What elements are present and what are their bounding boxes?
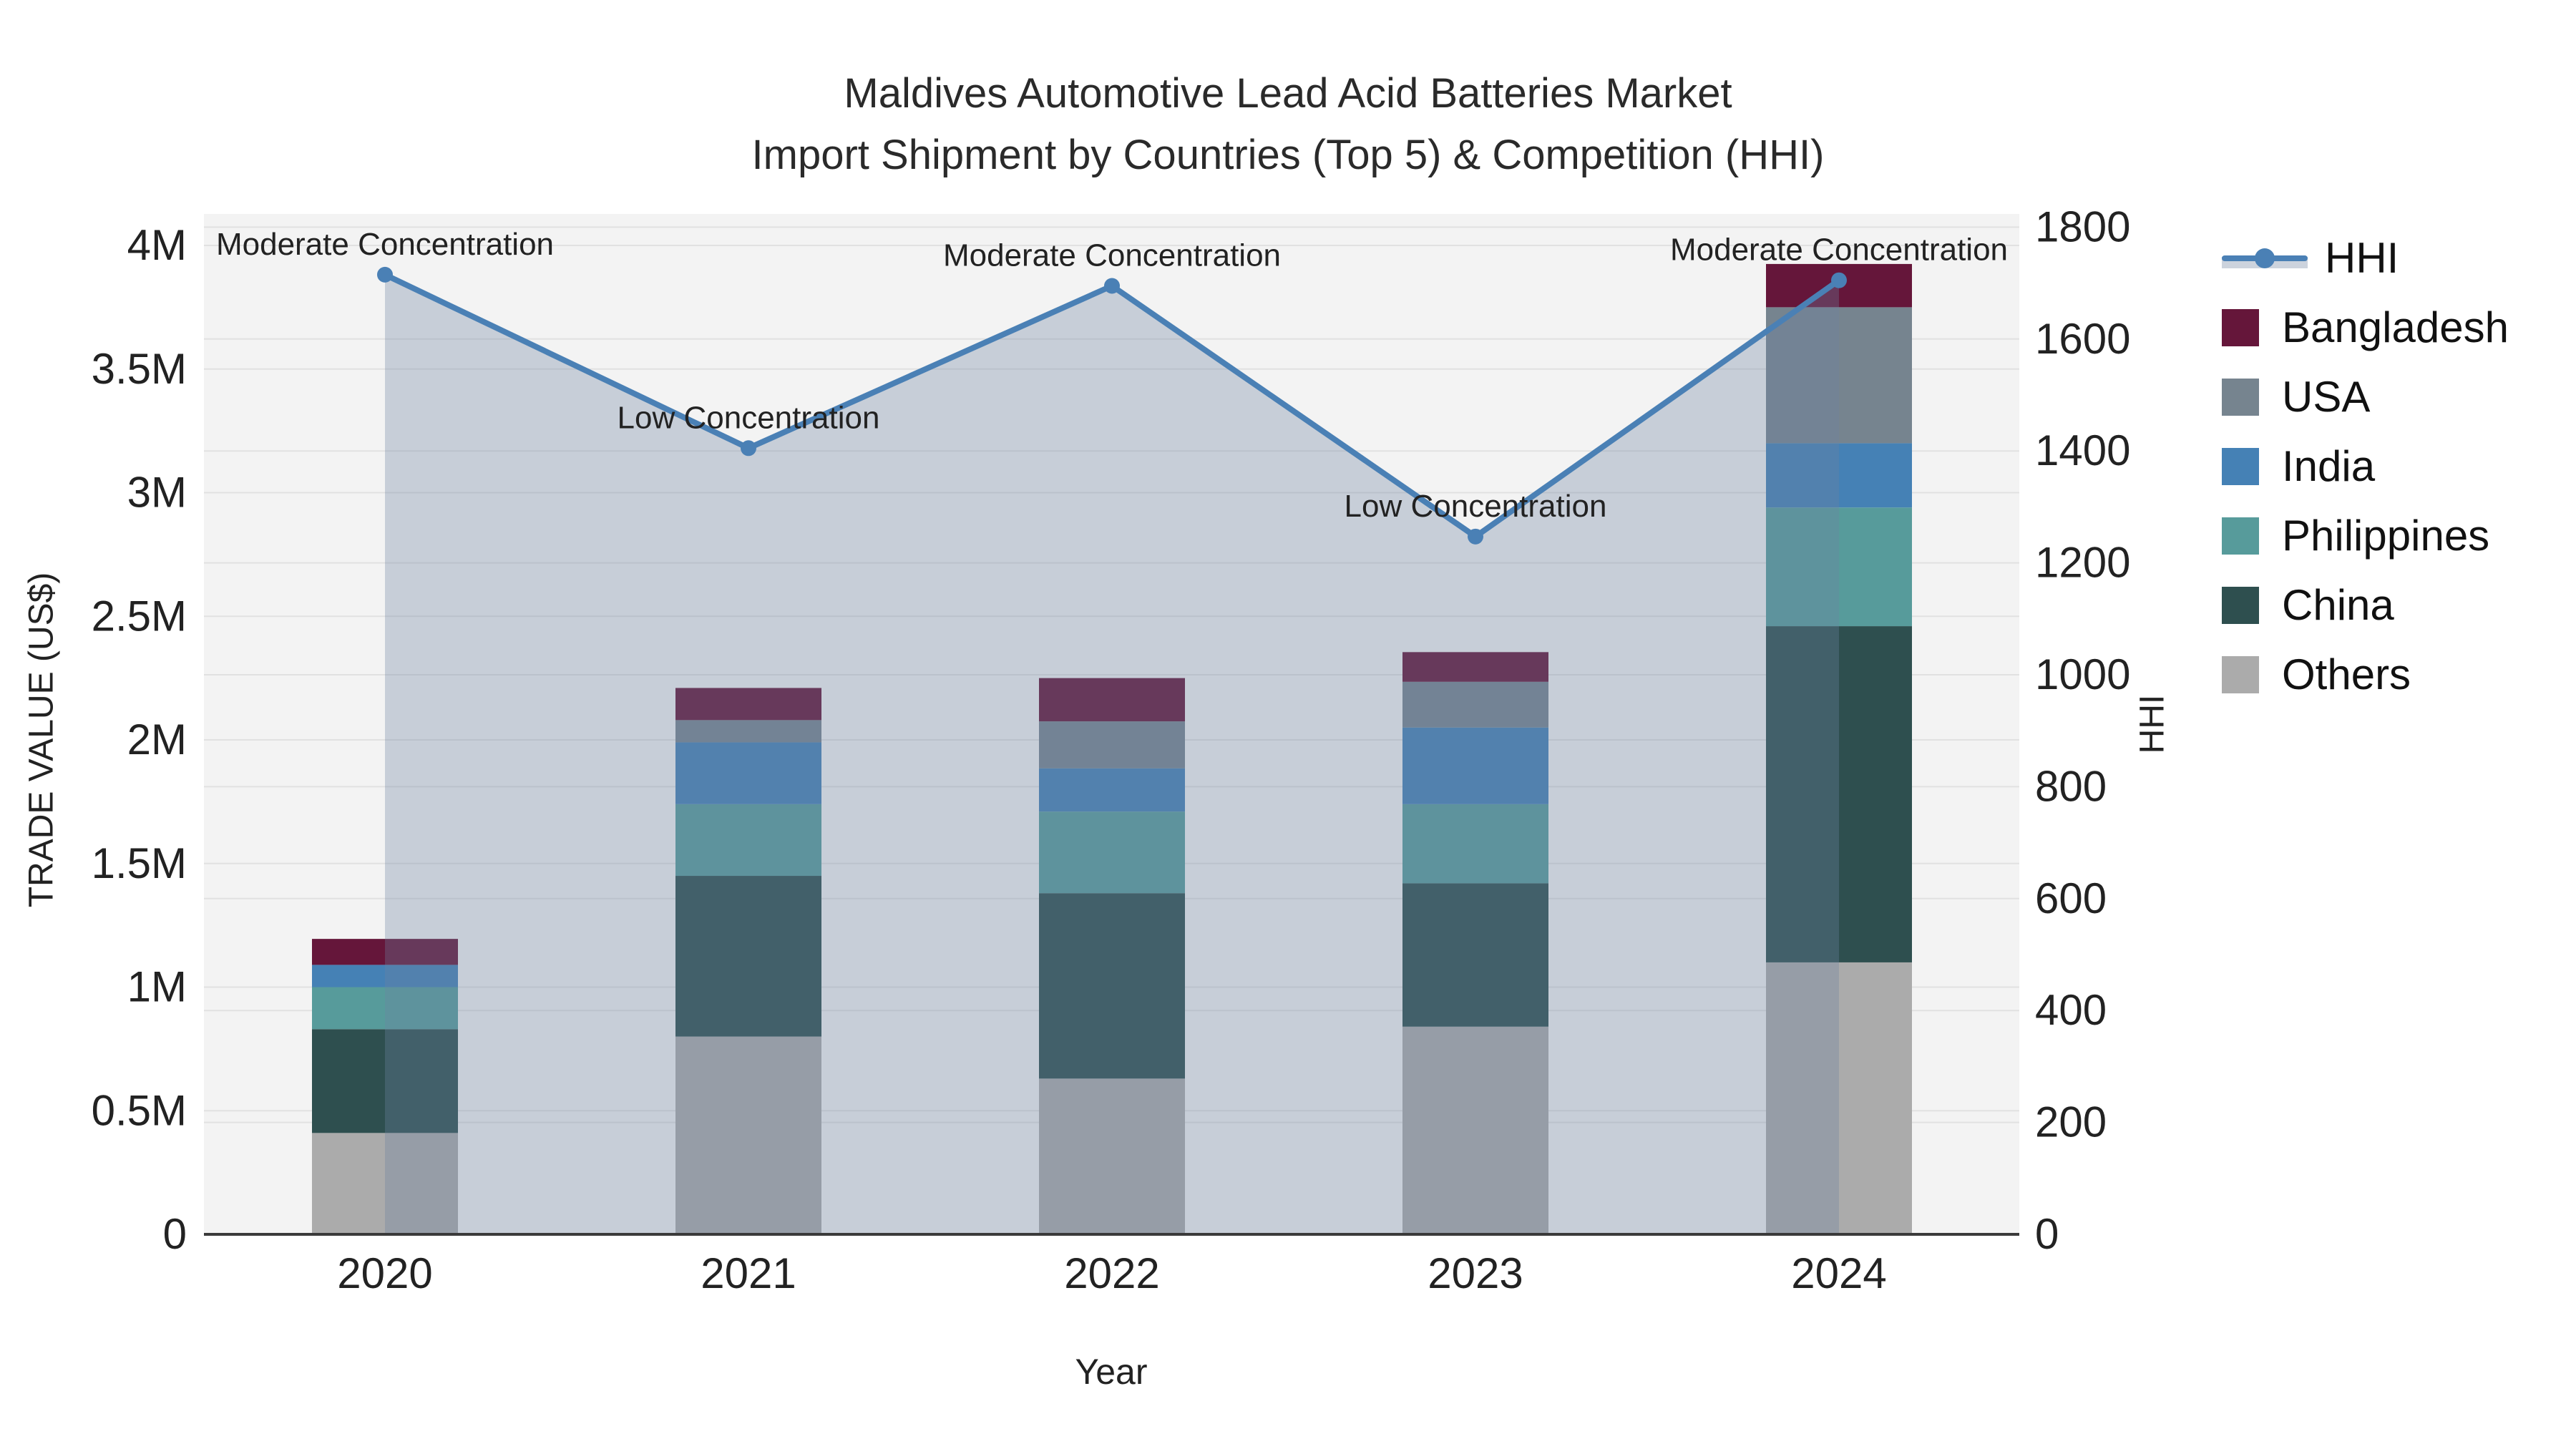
y-right-tick-800: 800 [2035,762,2107,810]
y-right-tick-0: 0 [2035,1210,2059,1258]
y-right-tick-400: 400 [2035,986,2107,1034]
bar-segment-others-2024 [1766,962,1912,1234]
legend-swatch-usa [2222,378,2259,416]
bar-segment-bangladesh-2021 [675,688,821,721]
bar-segment-china-2020 [312,1029,458,1133]
y-right-tick-1200: 1200 [2035,539,2130,587]
legend-label-bangladesh: Bangladesh [2282,303,2509,351]
legend-item-bangladesh[interactable]: Bangladesh [2222,293,2572,362]
bar-segment-india-2021 [675,742,821,804]
bar-segment-china-2023 [1402,883,1548,1027]
legend-swatch-india [2222,447,2259,485]
bar-segment-china-2021 [675,876,821,1037]
y-right-tick-1000: 1000 [2035,650,2130,698]
bar-segment-india-2023 [1402,727,1548,804]
bar-segment-philippines-2024 [1766,507,1912,627]
x-tick-2023: 2023 [1428,1249,1523,1297]
y-left-tick-3M: 3M [127,469,187,517]
chart-title-line2: Import Shipment by Countries (Top 5) & C… [751,132,1825,178]
bar-segment-india-2022 [1039,768,1185,812]
legend-label-india: India [2282,442,2376,490]
bar-segment-others-2021 [675,1036,821,1234]
bar-segment-bangladesh-2022 [1039,678,1185,722]
chart-title: Maldives Automotive Lead Acid Batteries … [0,63,2576,186]
y-left-tick-2M: 2M [127,716,187,763]
bar-segment-others-2022 [1039,1078,1185,1234]
legend-swatch-others [2222,655,2259,693]
x-tick-2022: 2022 [1064,1249,1159,1297]
y-right-tick-600: 600 [2035,874,2107,922]
bar-segment-china-2024 [1766,626,1912,962]
x-tick-2020: 2020 [337,1249,432,1297]
legend-item-philippines[interactable]: Philippines [2222,501,2572,570]
y-left-tick-4M: 4M [127,221,187,269]
legend: HHI Bangladesh USA India Philippines China Oth… [2222,223,2572,709]
legend-item-usa[interactable]: USA [2222,362,2572,431]
legend-label-philippines: Philippines [2282,512,2490,560]
hhi-line-sample-icon [2222,244,2308,273]
y-left-tick-1.5M: 1.5M [92,839,187,887]
legend-item-india[interactable]: India [2222,431,2572,501]
hhi-annotation-2024: Moderate Concentration [1670,233,2008,268]
legend-label-china: China [2282,581,2394,629]
hhi-marker-2024 [1831,272,1847,288]
hhi-annotation-2021: Low Concentration [618,400,880,435]
hhi-marker-2023 [1468,528,1483,545]
legend-item-hhi[interactable]: HHI [2222,223,2572,293]
bar-segment-others-2023 [1402,1026,1548,1234]
bar-segment-philippines-2020 [312,987,458,1030]
y-left-tick-0: 0 [163,1210,187,1258]
y-left-tick-3.5M: 3.5M [92,345,187,393]
bar-segment-india-2020 [312,965,458,987]
y-right-tick-1400: 1400 [2035,426,2130,474]
legend-label-usa: USA [2282,373,2371,421]
bar-segment-bangladesh-2020 [312,939,458,965]
bar-segment-philippines-2023 [1402,804,1548,884]
y-left-tick-0.5M: 0.5M [92,1086,187,1134]
legend-label-others: Others [2282,650,2411,698]
hhi-marker-2020 [377,266,393,283]
legend-swatch-bangladesh [2222,308,2259,346]
legend-swatch-china [2222,586,2259,624]
bar-segment-bangladesh-2023 [1402,652,1548,682]
bar-segment-usa-2021 [675,720,821,743]
legend-swatch-philippines [2222,517,2259,555]
bar-segment-usa-2022 [1039,721,1185,769]
bar-segment-china-2022 [1039,893,1185,1079]
hhi-marker-2021 [741,440,756,457]
hhi-annotation-2022: Moderate Concentration [943,238,1281,273]
bar-segment-philippines-2021 [675,804,821,877]
legend-item-china[interactable]: China [2222,570,2572,640]
hhi-marker-2022 [1104,278,1120,294]
y-left-tick-1M: 1M [127,963,187,1011]
bar-segment-usa-2023 [1402,681,1548,728]
bar-segment-usa-2024 [1766,307,1912,444]
hhi-annotation-2020: Moderate Concentration [216,227,554,262]
x-tick-2021: 2021 [701,1249,796,1297]
hhi-annotation-2023: Low Concentration [1345,489,1607,524]
chart-title-line1: Maldives Automotive Lead Acid Batteries … [844,70,1732,117]
legend-item-others[interactable]: Others [2222,640,2572,709]
y-left-tick-2.5M: 2.5M [92,592,187,640]
bar-segment-india-2024 [1766,443,1912,508]
hhi-area-fill [385,274,1839,1234]
bar-segment-philippines-2022 [1039,811,1185,894]
y-right-tick-200: 200 [2035,1098,2107,1146]
x-tick-2024: 2024 [1791,1249,1886,1297]
x-axis-title: Year [1075,1352,1148,1392]
y-right-tick-1800: 1800 [2035,203,2130,250]
bar-segment-others-2020 [312,1133,458,1234]
y-right-tick-1600: 1600 [2035,315,2130,363]
legend-label-hhi: HHI [2325,234,2399,282]
